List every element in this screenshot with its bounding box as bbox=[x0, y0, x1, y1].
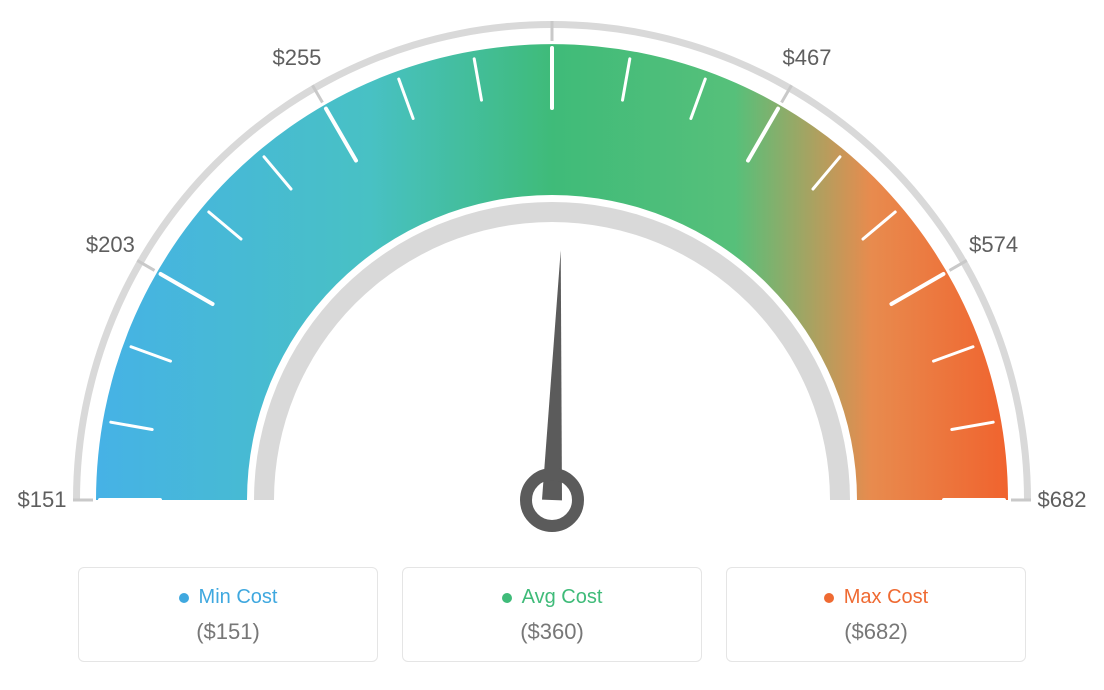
legend-value-avg: ($360) bbox=[413, 619, 691, 645]
gauge-tick-label: $255 bbox=[262, 45, 332, 71]
legend: Min Cost ($151) Avg Cost ($360) Max Cost… bbox=[0, 567, 1104, 662]
legend-card-min: Min Cost ($151) bbox=[78, 567, 378, 662]
legend-label-min: Min Cost bbox=[199, 586, 278, 609]
dot-icon bbox=[824, 593, 834, 603]
legend-value-min: ($151) bbox=[89, 619, 367, 645]
gauge-tick-label: $682 bbox=[1027, 487, 1097, 513]
legend-card-avg: Avg Cost ($360) bbox=[402, 567, 702, 662]
legend-card-max: Max Cost ($682) bbox=[726, 567, 1026, 662]
dot-icon bbox=[179, 593, 189, 603]
gauge-tick-label: $203 bbox=[75, 232, 145, 258]
legend-label-max: Max Cost bbox=[844, 586, 928, 609]
gauge-tick-label: $574 bbox=[959, 232, 1029, 258]
legend-value-max: ($682) bbox=[737, 619, 1015, 645]
legend-label-avg: Avg Cost bbox=[522, 586, 603, 609]
gauge-tick-label: $467 bbox=[772, 45, 842, 71]
gauge-tick-label: $360 bbox=[517, 0, 587, 3]
gauge-tick-label: $151 bbox=[7, 487, 77, 513]
gauge-chart: $151 $203 $255 $360 $467 $574 $682 bbox=[0, 0, 1104, 560]
gauge-svg bbox=[0, 0, 1104, 560]
dot-icon bbox=[502, 593, 512, 603]
